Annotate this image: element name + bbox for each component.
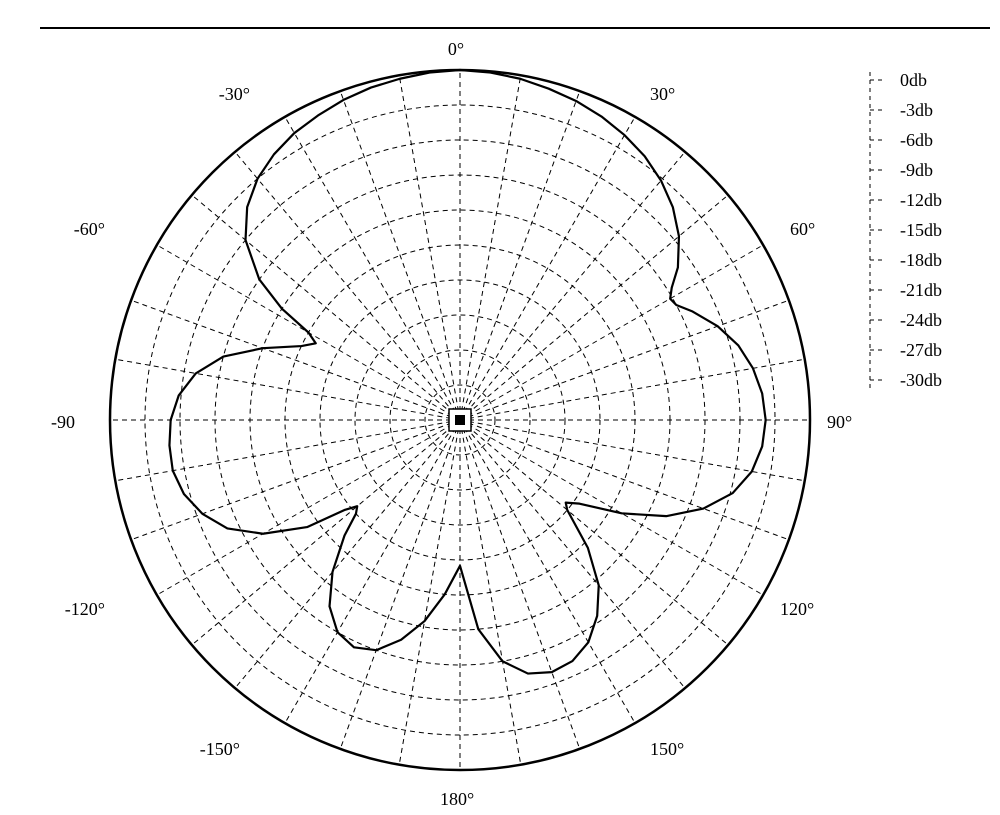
legend-label: -18db bbox=[900, 250, 942, 270]
angle-label: 90° bbox=[827, 412, 852, 432]
angle-label: 120° bbox=[780, 599, 814, 619]
legend-label: -15db bbox=[900, 220, 942, 240]
legend-label: -6db bbox=[900, 130, 933, 150]
angle-label: 150° bbox=[650, 739, 684, 759]
legend-label: -24db bbox=[900, 310, 942, 330]
angle-label: -60° bbox=[74, 219, 105, 239]
legend-label: -21db bbox=[900, 280, 942, 300]
legend-label: -30db bbox=[900, 370, 942, 390]
angle-label: -30° bbox=[219, 84, 250, 104]
angle-label: -90 bbox=[51, 412, 75, 432]
angle-label: -120° bbox=[65, 599, 105, 619]
angle-label: 30° bbox=[650, 84, 675, 104]
legend-label: -27db bbox=[900, 340, 942, 360]
angle-label: 60° bbox=[790, 219, 815, 239]
legend-label: -3db bbox=[900, 100, 933, 120]
polar-chart: 0° 30° 60° 90° 120° 150° 180° -150° -120° -90 -60°… bbox=[0, 0, 1000, 815]
legend-label: 0db bbox=[900, 70, 927, 90]
polar-svg: 0° 30° 60° 90° 120° 150° 180° -150° -120° -90 -60°… bbox=[0, 0, 1000, 815]
legend-label: -9db bbox=[900, 160, 933, 180]
center-marker-inner bbox=[455, 415, 465, 425]
legend-label: -12db bbox=[900, 190, 942, 210]
angle-label: 180° bbox=[440, 789, 474, 809]
angle-label: -150° bbox=[200, 739, 240, 759]
angle-label: 0° bbox=[448, 39, 464, 59]
